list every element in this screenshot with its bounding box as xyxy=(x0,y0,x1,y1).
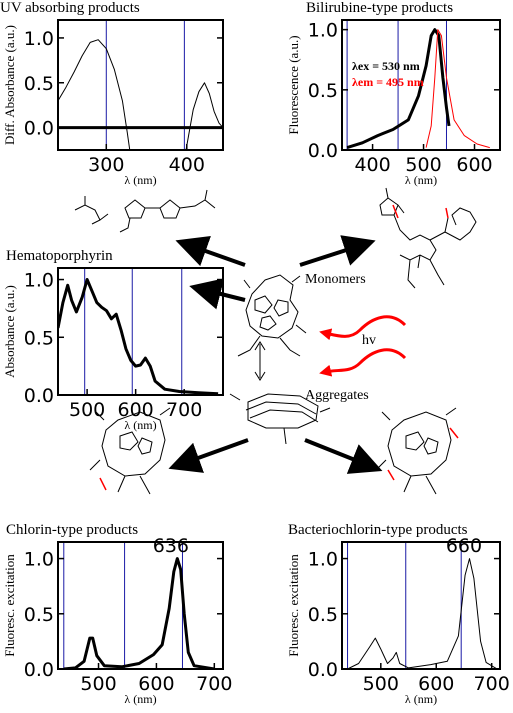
hemato-xtick-label: 600 xyxy=(118,399,154,421)
light-wave-arrows xyxy=(319,315,407,377)
bacterio-ytick-label: 1.0 xyxy=(308,549,338,571)
bili-series-1 xyxy=(425,29,490,149)
hematoporphyrin-chart-title: Hematoporphyrin xyxy=(6,248,113,264)
chlorin-peak-annotation: 636 xyxy=(153,535,189,557)
uv-product-structure xyxy=(74,189,216,233)
hemato-chart: 0.0 0.5 1.0 500 600 700 λ (nm) Absorbance (a.u.… xyxy=(2,267,224,432)
bacterio-peak-annotation: 660 xyxy=(446,535,482,557)
uv-xtick-label: 300 xyxy=(88,154,124,176)
bacterio-ylabel: Fluoresc. excitation xyxy=(286,554,301,657)
hemato-xtick-label: 500 xyxy=(69,399,105,421)
bacterio-xlabel: λ (nm) xyxy=(405,692,437,706)
hemato-ytick-label: 0.5 xyxy=(24,327,54,349)
bacterio-xtick-label: 600 xyxy=(418,673,454,695)
aggregates-label: Aggregates xyxy=(305,388,369,403)
bacterio-ytick-label: 0.5 xyxy=(308,604,338,626)
bacterio-xtick-label: 700 xyxy=(474,673,510,695)
chlorin-plot-frame xyxy=(57,541,224,670)
bili-legend-entry: λex = 530 nm xyxy=(352,59,420,73)
monomer-porphyrin-structure xyxy=(237,274,307,357)
chlorin-series-0 xyxy=(63,557,215,669)
hemato-ytick-label: 0.0 xyxy=(24,385,54,407)
arrow-to-hematoporphyrin xyxy=(189,278,246,310)
bili-xtick-label: 500 xyxy=(405,154,441,176)
hemato-ytick-label: 1.0 xyxy=(24,270,54,292)
bilirubine-chart-title: Bilirubine-type products xyxy=(306,0,454,16)
bacterio-plot-frame xyxy=(341,541,501,670)
modified-bonds xyxy=(99,204,459,491)
chlorin-xtick-label: 500 xyxy=(80,673,116,695)
aggregate-porphyrin-structure xyxy=(229,393,331,445)
arrow-to-bacteriochlorin-products xyxy=(304,438,383,474)
hemato-ylabel: Absorbance (a.u.) xyxy=(2,285,17,378)
bili-xlabel: λ (nm) xyxy=(405,173,437,187)
bacterio-chart: 0.0 0.5 1.0 500 600 700 λ (nm) Fluoresc. excita… xyxy=(286,535,510,706)
hemato-xlabel: λ (nm) xyxy=(124,418,156,432)
uv-chart-title: UV absorbing products xyxy=(0,0,140,16)
uv-ylabel: Diff. Absorbance (a.u.) xyxy=(2,25,17,145)
bili-plot-frame xyxy=(341,19,501,151)
chlorin-xtick-label: 700 xyxy=(196,673,232,695)
monomers-label: Monomers xyxy=(305,272,366,287)
bacterio-xtick-label: 500 xyxy=(363,673,399,695)
hv-label: hv xyxy=(362,333,376,348)
uv-series-1 xyxy=(185,82,223,150)
uv-chart: 0.0 0.5 1.0 300 400 λ (nm) Diff. Absorbance (a… xyxy=(2,19,224,187)
chlorin-ytick-label: 0.0 xyxy=(24,659,54,681)
bilirubine-structure xyxy=(379,187,477,289)
bili-legend-entry: λem = 495 nm xyxy=(352,75,424,89)
hemato-series-0 xyxy=(58,278,219,395)
bili-ytick-label: 1.0 xyxy=(308,20,338,42)
bacterio-series-0 xyxy=(347,558,498,669)
chlorin-ylabel: Fluoresc. excitation xyxy=(2,554,17,657)
chlorin-xtick-label: 600 xyxy=(138,673,174,695)
bili-xtick-label: 600 xyxy=(456,154,492,176)
bacteriochlorin-structure xyxy=(375,407,457,495)
uv-plot-frame xyxy=(57,19,224,151)
uv-ytick-label: 0.0 xyxy=(24,118,54,140)
chlorin-chart-title: Chlorin-type products xyxy=(6,522,139,538)
equilibrium-arrow xyxy=(254,341,266,381)
bili-series-0 xyxy=(346,28,451,150)
hemato-xtick-label: 700 xyxy=(166,399,202,421)
bili-chart: 0.0 0.5 1.0 400 500 600 λ (nm) Fluorescence (a.… xyxy=(286,19,501,187)
uv-series-0 xyxy=(58,39,131,150)
chlorin-xlabel: λ (nm) xyxy=(124,692,156,706)
arrow-to-uv-products xyxy=(175,235,246,267)
bili-ytick-label: 0.5 xyxy=(308,80,338,102)
bili-ylabel: Fluorescence (a.u.) xyxy=(286,35,301,134)
chlorin-structure xyxy=(89,407,171,495)
hemato-plot-frame xyxy=(57,267,224,396)
bacterio-ytick-label: 0.0 xyxy=(308,659,338,681)
chlorin-ytick-label: 1.0 xyxy=(24,549,54,571)
arrow-to-chlorin-products xyxy=(168,438,249,473)
chlorin-ytick-label: 0.5 xyxy=(24,604,54,626)
bili-ytick-label: 0.0 xyxy=(308,140,338,162)
molecule-structures xyxy=(74,187,477,495)
uv-xtick-label: 400 xyxy=(169,154,205,176)
bili-xtick-label: 400 xyxy=(354,154,390,176)
chlorin-chart: 0.0 0.5 1.0 500 600 700 λ (nm) Fluoresc. excita… xyxy=(2,535,232,706)
uv-xlabel: λ (nm) xyxy=(124,173,156,187)
uv-ytick-label: 0.5 xyxy=(24,73,54,95)
bacteriochlorin-chart-title: Bacteriochlorin-type products xyxy=(288,522,468,538)
central-arrows xyxy=(168,235,407,474)
uv-ytick-label: 1.0 xyxy=(24,28,54,50)
arrow-to-bilirubine-products xyxy=(299,235,376,267)
